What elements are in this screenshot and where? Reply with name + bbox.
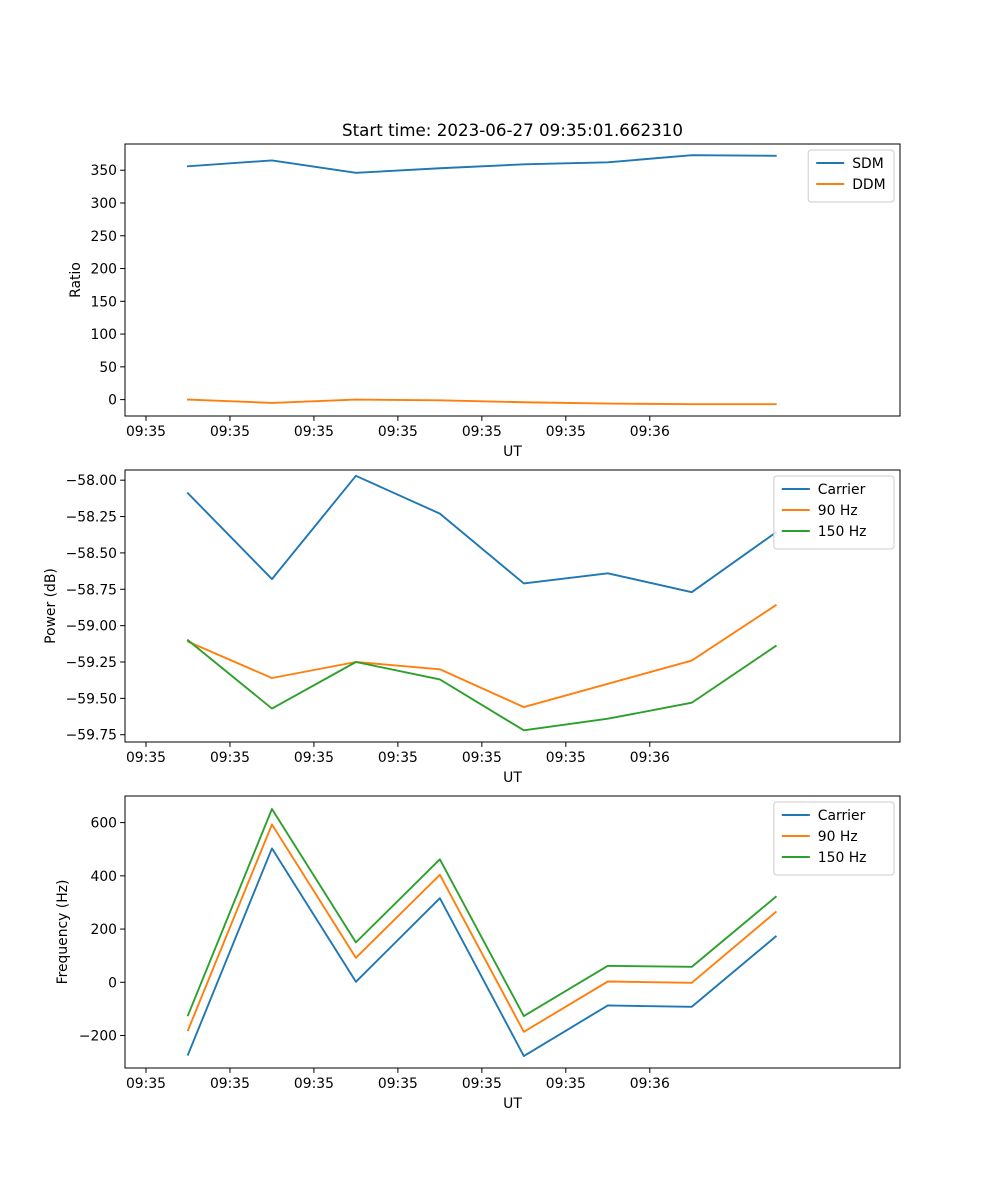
y-tick-label: −58.25	[66, 510, 117, 526]
y-tick-label: −58.75	[66, 582, 117, 598]
y-tick-label: 600	[90, 816, 117, 832]
y-tick-label: 400	[90, 869, 117, 885]
legend-label-1: SDM	[852, 156, 884, 172]
x-tick-label: 09:35	[462, 750, 502, 766]
legend-label-3: 150 Hz	[818, 850, 867, 866]
chart-panel-1: 09:35 09:35 09:35 09:35 09:35 09:35 09:36 0 50 10…	[68, 143, 901, 460]
y-tick-label: −59.75	[66, 728, 117, 744]
x-tick-label: 09:35	[378, 424, 418, 440]
series-line-1	[186, 847, 778, 1057]
y-tick-label: −59.25	[66, 655, 117, 671]
y-tick-label: 0	[108, 975, 117, 991]
x-tick-label: 09:35	[546, 750, 586, 766]
legend: Carrier 90 Hz 150 Hz	[773, 801, 895, 876]
y-tick-label: −58.00	[66, 473, 117, 489]
y-tick-label: 250	[90, 229, 117, 245]
series-line-3	[186, 638, 778, 732]
x-axis-label: UT	[503, 770, 522, 786]
axes-frame	[124, 469, 901, 743]
x-tick-label: 09:35	[462, 424, 502, 440]
y-tick-label: 150	[90, 294, 117, 310]
y-tick-label: −59.50	[66, 691, 117, 707]
y-tick-label: 300	[90, 196, 117, 212]
axes-frame	[124, 795, 901, 1069]
x-tick-label: 09:36	[630, 750, 670, 766]
x-tick-label: 09:36	[630, 1076, 670, 1092]
legend-label-2: 90 Hz	[818, 503, 858, 519]
chart-panels: 09:35 09:35 09:35 09:35 09:35 09:35 09:36 0 50 10…	[43, 143, 901, 1112]
x-tick-label: 09:35	[294, 750, 334, 766]
x-tick-label: 09:35	[294, 424, 334, 440]
figure-title: Start time: 2023-06-27 09:35:01.662310	[342, 120, 683, 140]
legend-label-1: Carrier	[818, 808, 866, 824]
y-axis-label: Ratio	[68, 262, 84, 298]
y-tick-label: 100	[90, 327, 117, 343]
x-axis-label: UT	[503, 444, 522, 460]
legend: Carrier 90 Hz 150 Hz	[773, 475, 895, 550]
y-tick-label: 200	[90, 922, 117, 938]
y-tick-label: −59.00	[66, 619, 117, 635]
legend-label-2: 90 Hz	[818, 829, 858, 845]
legend-label-2: DDM	[852, 177, 885, 193]
series-line-2	[186, 823, 778, 1033]
series-line-3	[186, 808, 778, 1018]
y-axis-label: Power (dB)	[43, 568, 59, 644]
chart-panel-2: 09:35 09:35 09:35 09:35 09:35 09:35 09:36 −58.0…	[43, 469, 901, 786]
series-line-2	[186, 603, 778, 709]
y-tick-label: 50	[99, 360, 117, 376]
y-axis-label: Frequency (Hz)	[55, 880, 71, 985]
legend: SDM DDM	[807, 149, 895, 203]
x-axis-label: UT	[503, 1096, 522, 1112]
x-tick-label: 09:35	[546, 1076, 586, 1092]
legend-label-1: Carrier	[818, 482, 866, 498]
y-tick-label: −58.50	[66, 546, 117, 562]
x-tick-label: 09:36	[630, 424, 670, 440]
series-line-1	[186, 474, 778, 594]
y-tick-label: 200	[90, 262, 117, 278]
x-tick-label: 09:35	[126, 1076, 166, 1092]
axes-frame	[124, 143, 901, 417]
x-tick-label: 09:35	[210, 750, 250, 766]
y-tick-label: −200	[79, 1029, 117, 1045]
y-tick-label: 0	[108, 393, 117, 409]
x-tick-label: 09:35	[210, 424, 250, 440]
x-tick-label: 09:35	[294, 1076, 334, 1092]
series-line-1	[186, 154, 777, 174]
x-tick-label: 09:35	[378, 1076, 418, 1092]
x-tick-label: 09:35	[378, 750, 418, 766]
series-line-2	[186, 398, 777, 406]
x-tick-label: 09:35	[546, 424, 586, 440]
chart-panel-3: 09:35 09:35 09:35 09:35 09:35 09:35 09:36 −200 0…	[55, 795, 901, 1112]
y-tick-label: 350	[90, 163, 117, 179]
legend-label-3: 150 Hz	[818, 524, 867, 540]
x-tick-label: 09:35	[126, 424, 166, 440]
x-tick-label: 09:35	[210, 1076, 250, 1092]
x-tick-label: 09:35	[126, 750, 166, 766]
x-tick-label: 09:35	[462, 1076, 502, 1092]
